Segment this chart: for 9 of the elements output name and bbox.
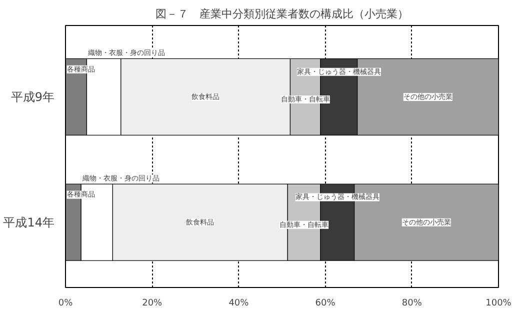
x-tick-label: 0% <box>58 298 74 308</box>
chart-title: 図－７ 産業中分類別従業者数の構成比（小売業） <box>156 8 408 20</box>
x-tick-label: 40% <box>228 298 250 308</box>
x-tick-label: 80% <box>402 298 422 308</box>
y-tick-label: 平成9年 <box>10 90 55 104</box>
x-tick-label: 60% <box>315 298 336 308</box>
y-tick-label: 平成14年 <box>3 215 55 230</box>
x-tick-label: 100% <box>486 298 512 308</box>
x-tick-label: 20% <box>142 298 163 308</box>
